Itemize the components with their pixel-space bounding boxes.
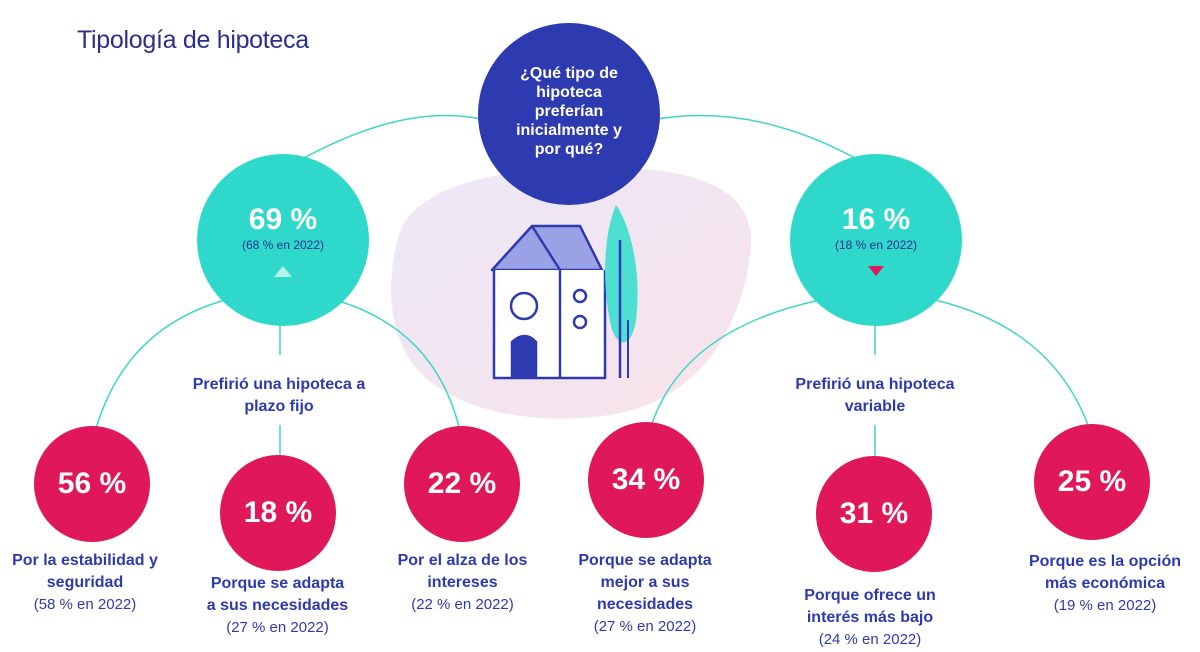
fixed-reason-2-previous: (27 % en 2022) xyxy=(226,619,329,636)
fixed-reason-2-text: Porque se adapta a sus necesidades xyxy=(206,575,349,614)
fixed-reason-1-previous: (58 % en 2022) xyxy=(33,596,137,613)
trend-down-icon xyxy=(868,266,884,276)
variable-reason-1-text: Porque se adapta mejor a sus necesidades xyxy=(578,552,712,613)
variable-reason-1: Porque se adapta mejor a sus necesidades… xyxy=(560,550,730,638)
variable-reason-2: Porque ofrece un interés más bajo (24 % … xyxy=(780,585,960,651)
fixed-reason-3: Por el alza de los intereses (22 % en 20… xyxy=(385,550,540,616)
question-text: ¿Qué tipo de hipoteca preferían inicialm… xyxy=(516,64,622,158)
variable-reason-2-previous: (24 % en 2022) xyxy=(818,631,922,648)
variable-reason-1-percent: 34 % xyxy=(611,463,681,496)
trend-up-icon xyxy=(274,265,292,277)
fixed-previous: (68 % en 2022) xyxy=(241,237,325,252)
variable-mortgage-circle: 16 % (18 % en 2022) xyxy=(790,154,962,326)
fixed-reason-1-text: Por la estabilidad y seguridad xyxy=(12,552,158,591)
fixed-percent: 69 % xyxy=(248,202,318,236)
variable-reason-3-text: Porque es la opción más económica xyxy=(1028,553,1182,592)
question-circle: ¿Qué tipo de hipoteca preferían inicialm… xyxy=(478,23,660,205)
variable-reason-1-circle: 34 % xyxy=(588,422,704,538)
fixed-reason-2: Porque se adapta a sus necesidades (27 %… xyxy=(205,573,350,639)
variable-reason-2-circle: 31 % xyxy=(816,456,932,572)
page-title: Tipología de hipoteca xyxy=(77,26,309,54)
variable-branch-label: Prefirió una hipoteca variable xyxy=(795,376,955,415)
variable-reason-3-circle: 25 % xyxy=(1034,424,1150,540)
tree-icon xyxy=(605,205,638,378)
fixed-mortgage-circle: 69 % (68 % en 2022) xyxy=(197,154,369,326)
fixed-reason-3-text: Por el alza de los intereses xyxy=(397,552,528,591)
house-icon xyxy=(490,224,607,380)
variable-reason-3-percent: 25 % xyxy=(1057,465,1127,498)
fixed-reason-2-percent: 18 % xyxy=(243,496,313,529)
fixed-reason-3-previous: (22 % en 2022) xyxy=(411,596,514,613)
fixed-reason-1: Por la estabilidad y seguridad (58 % en … xyxy=(0,550,170,616)
variable-reason-3: Porque es la opción más económica (19 % … xyxy=(1015,551,1195,617)
fixed-reason-1-circle: 56 % xyxy=(34,426,150,542)
fixed-branch-label: Prefirió una hipoteca a plazo fijo xyxy=(192,376,366,415)
fixed-reason-3-percent: 22 % xyxy=(427,467,497,500)
variable-reason-2-percent: 31 % xyxy=(839,497,909,530)
variable-reason-3-previous: (19 % en 2022) xyxy=(1053,597,1157,614)
fixed-reason-1-percent: 56 % xyxy=(57,467,127,500)
fixed-reason-3-circle: 22 % xyxy=(404,426,520,542)
variable-reason-1-previous: (27 % en 2022) xyxy=(593,618,697,635)
variable-percent: 16 % xyxy=(841,203,911,236)
variable-previous: (18 % en 2022) xyxy=(834,238,918,252)
variable-reason-2-text: Porque ofrece un interés más bajo xyxy=(804,587,936,626)
fixed-reason-2-circle: 18 % xyxy=(220,455,336,571)
